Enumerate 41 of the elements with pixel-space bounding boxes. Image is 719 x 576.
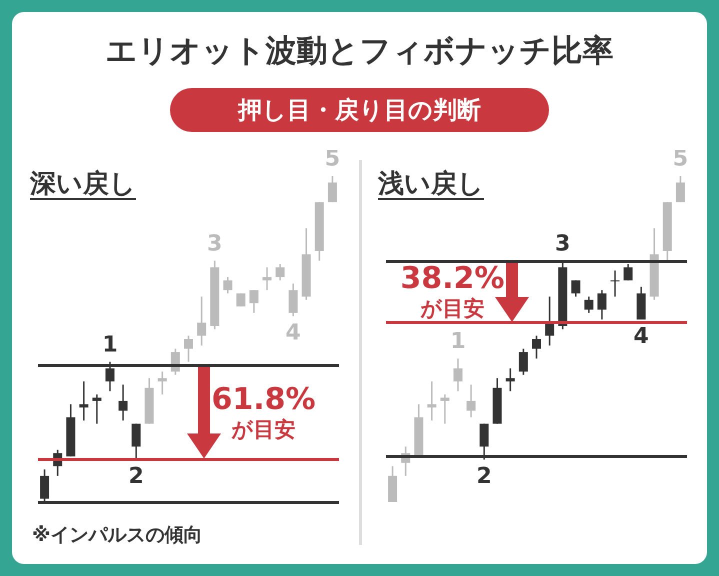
text: 1 — [102, 332, 118, 358]
candlestick — [427, 380, 436, 422]
candlestick — [440, 394, 450, 425]
text: 3 — [555, 231, 570, 256]
text: 1 — [450, 329, 466, 354]
ref-line-label: 61.8% が目安 — [212, 382, 316, 442]
candlestick — [610, 270, 620, 298]
legend-label: 38.2% が目安 — [400, 261, 504, 321]
candlestick — [92, 394, 102, 425]
text: 4 — [286, 320, 301, 346]
candlestick — [79, 380, 88, 422]
candlestick — [571, 280, 580, 298]
candlestick — [288, 282, 298, 317]
candlestick — [132, 423, 141, 460]
candlestick — [466, 384, 476, 418]
chart-title: 浅い戻し — [378, 168, 484, 201]
candlestick — [249, 289, 258, 314]
candlestick — [453, 358, 462, 392]
candlestick — [236, 292, 246, 308]
candlestick — [184, 334, 193, 363]
candlestick — [584, 296, 594, 314]
candlestick — [262, 266, 272, 291]
candlestick — [328, 175, 337, 203]
text: エリオット波動とフィボナッチ比率 — [104, 32, 614, 71]
candlestick — [518, 348, 528, 376]
candlestick — [158, 370, 167, 396]
candlestick — [506, 368, 515, 392]
candlestick — [276, 263, 285, 282]
text: ※インパルスの傾向 — [32, 523, 202, 548]
candlestick — [597, 289, 606, 320]
text: 押し目・戻り目の判断 — [170, 88, 549, 132]
candlestick — [197, 296, 206, 346]
candlestick — [118, 384, 128, 422]
text: 2 — [128, 464, 144, 490]
candlestick — [532, 334, 541, 360]
text: 3 — [207, 231, 222, 256]
text: 2 — [476, 464, 492, 490]
candlestick — [676, 175, 685, 203]
text: 4 — [634, 324, 649, 349]
chart-title: 深い戻し — [30, 168, 136, 201]
candlestick — [223, 276, 232, 294]
